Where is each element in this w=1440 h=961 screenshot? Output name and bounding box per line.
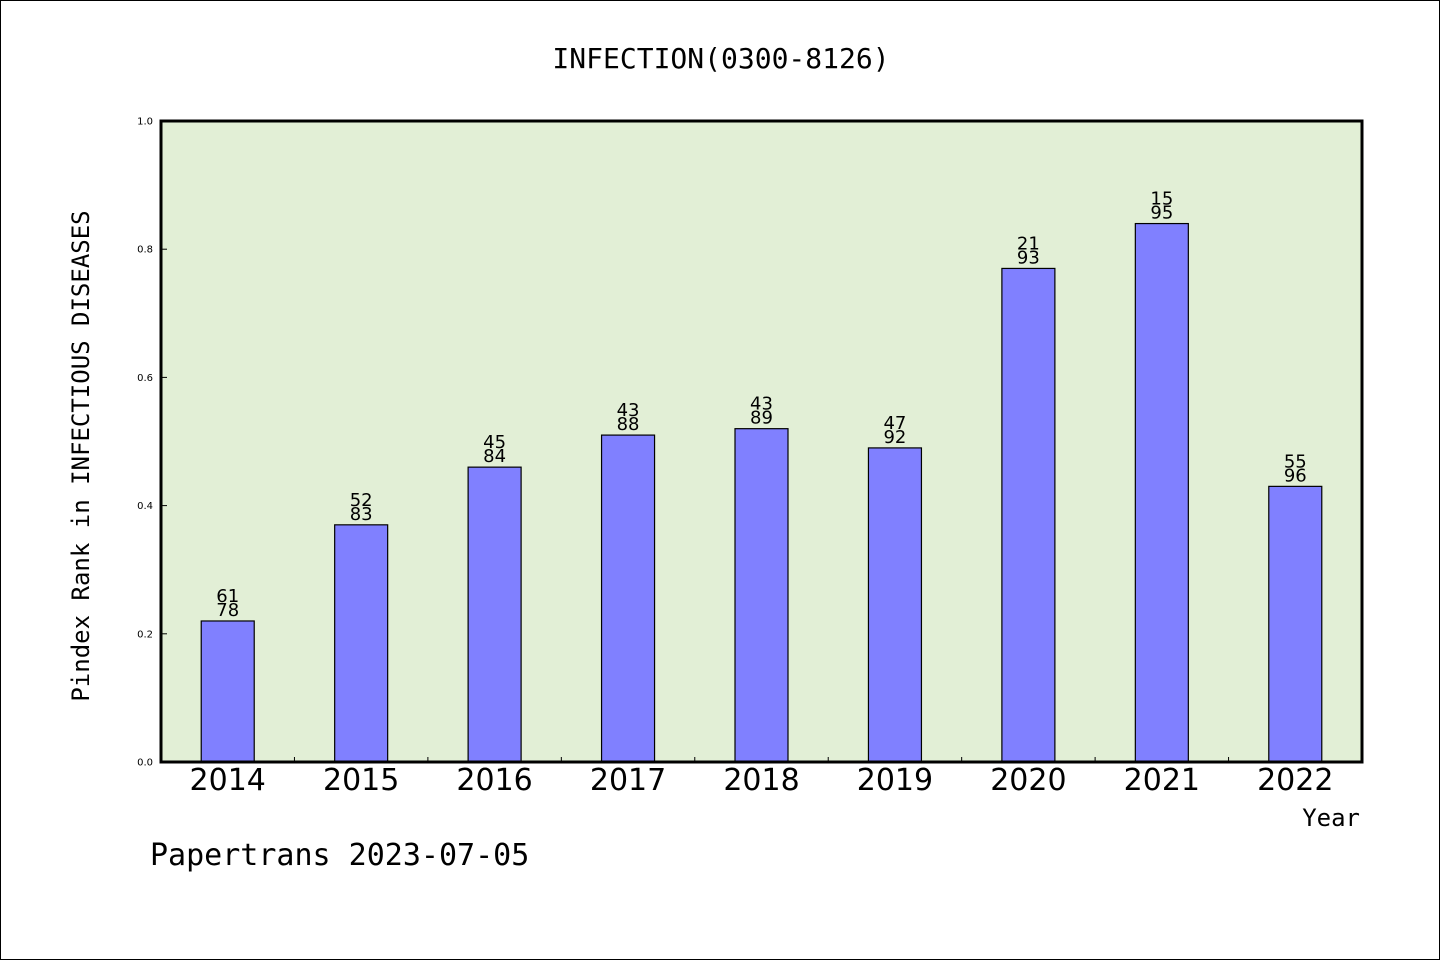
y-tick-label: 0.8 — [137, 245, 153, 256]
bar-label-bottom: 89 — [750, 408, 773, 429]
y-tick-label: 0.0 — [137, 758, 153, 769]
bar — [1134, 222, 1189, 763]
bar — [467, 466, 522, 763]
bar-label-bottom: 84 — [483, 446, 506, 467]
x-tick-label: 2018 — [723, 763, 799, 798]
x-tick-label: 2020 — [990, 763, 1066, 798]
x-axis-label: Year — [1302, 804, 1360, 832]
x-tick-label: 2014 — [190, 763, 266, 798]
y-tick-label: 0.2 — [137, 629, 153, 640]
bar-label-top: 43 — [750, 394, 773, 415]
plot-border — [159, 119, 1364, 764]
y-axis-label: Pindex Rank in INFECTIOUS DISEASES — [67, 210, 95, 701]
bar — [734, 428, 789, 763]
bar — [1001, 267, 1056, 763]
x-axis: 2014 2015 2016 2017 2018 2019 2020 2021 2022 — [190, 757, 1333, 798]
y-tick-label: 1.0 — [137, 117, 153, 128]
bar-label-bottom: 95 — [1150, 203, 1173, 224]
bars-group — [200, 222, 1323, 763]
x-tick-label: 2019 — [857, 763, 933, 798]
bar — [600, 434, 656, 763]
bar — [334, 524, 389, 763]
bar-label-bottom: 92 — [883, 427, 906, 448]
bar-label-top: 61 — [216, 586, 239, 607]
x-tick-label: 2015 — [323, 763, 399, 798]
y-tick-label: 0.4 — [137, 501, 153, 512]
bar-label-bottom: 96 — [1284, 465, 1307, 486]
bar-label-bottom: 83 — [350, 504, 373, 525]
bar-label-top: 52 — [350, 490, 373, 511]
x-tick-label: 2016 — [456, 763, 532, 798]
y-tick-label: 0.6 — [137, 373, 153, 384]
bar-label-top: 21 — [1017, 233, 1040, 254]
bar-label-top: 15 — [1150, 189, 1173, 210]
footer-credit: Papertrans 2023-07-05 — [150, 838, 529, 873]
bar — [867, 447, 923, 763]
bar-label-bottom: 78 — [216, 600, 239, 621]
x-tick-label: 2017 — [590, 763, 666, 798]
bar-label-top: 43 — [617, 400, 640, 421]
x-tick-label: 2022 — [1257, 763, 1333, 798]
bar-label-bottom: 93 — [1017, 247, 1040, 268]
x-tick-label: 2021 — [1124, 763, 1200, 798]
bar — [200, 620, 255, 763]
bar-label-top: 55 — [1284, 451, 1307, 472]
bar — [1268, 485, 1323, 763]
bar-label-bottom: 88 — [617, 414, 640, 435]
bar-label-top: 47 — [883, 413, 906, 434]
bar-label-top: 45 — [483, 432, 506, 453]
chart-title: INFECTION(0300-8126) — [552, 42, 889, 75]
